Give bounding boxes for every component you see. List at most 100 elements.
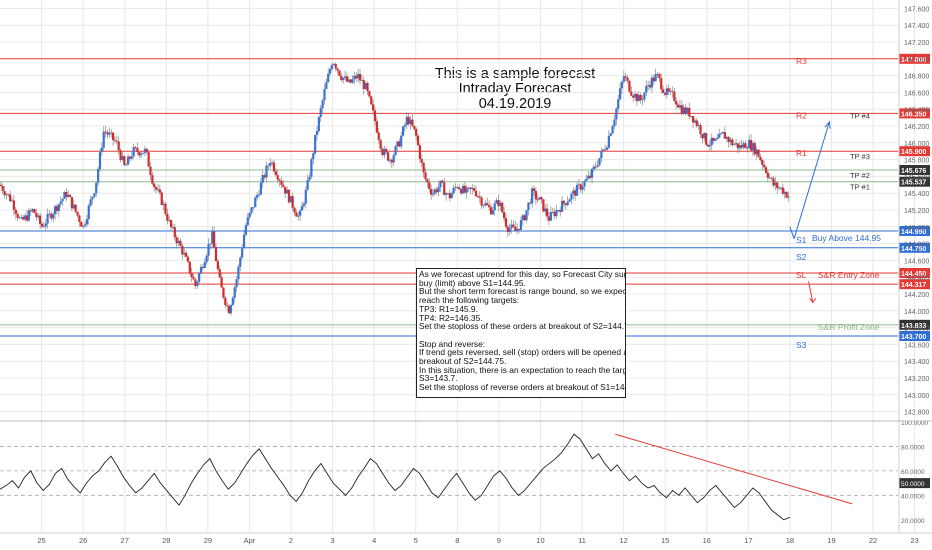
x-tick-label: 23 (910, 536, 918, 545)
candle-body (546, 208, 549, 217)
candle-body (14, 209, 17, 214)
candle-body (516, 228, 519, 231)
level-badge (899, 165, 930, 176)
candle-body (637, 94, 640, 102)
candle-body (682, 107, 685, 115)
candle-body (248, 212, 251, 218)
candle-body (400, 135, 403, 147)
candle-body (130, 156, 133, 159)
candle-body (237, 266, 240, 280)
level-name: S3 (796, 340, 807, 350)
x-tick-label: 3 (331, 536, 335, 545)
candle-body (351, 79, 354, 83)
candle-body (145, 148, 148, 153)
candle-body (600, 150, 603, 159)
candle-body (184, 252, 188, 257)
candle-body (680, 105, 683, 115)
candle-body (10, 200, 14, 202)
candle-body (372, 104, 375, 111)
level-badge (899, 242, 930, 253)
candle-body (297, 215, 300, 217)
x-tick-label: Apr (244, 536, 256, 545)
candle-body (259, 182, 262, 195)
x-tick-label: 15 (661, 536, 669, 545)
level-badge-label: 145.900 (901, 149, 926, 156)
candle-body (57, 204, 60, 212)
candle-body (345, 76, 349, 82)
price-tick-label: 146.200 (904, 124, 929, 131)
x-tick-label: 17 (744, 536, 752, 545)
candle-body (736, 143, 740, 149)
candle-body (779, 187, 783, 189)
candle-body (557, 210, 560, 211)
candle-body (364, 83, 367, 90)
candle-body (761, 160, 764, 165)
candle-body (645, 85, 648, 93)
title-line-1: This is a sample forecast (434, 66, 596, 82)
candle-body (319, 108, 322, 118)
candle-body (424, 172, 427, 180)
candle-body (553, 211, 556, 217)
candle-body (398, 141, 401, 147)
osc-badge (899, 478, 930, 489)
level-name: SL (796, 270, 807, 280)
candle-body (196, 281, 199, 286)
candle-body (18, 217, 21, 219)
osc-tick-label: 100.0000 (901, 420, 928, 427)
candle-body (242, 234, 246, 249)
candle-body (409, 119, 412, 125)
candle-body (710, 137, 713, 146)
candle-body (452, 187, 455, 194)
candle-body (693, 120, 697, 123)
candle-body (604, 149, 607, 151)
candle-body (125, 164, 128, 166)
candle-body (29, 210, 32, 212)
candle-body (491, 210, 494, 215)
price-tick-label: 146.600 (904, 90, 929, 97)
candle-body (201, 266, 204, 268)
price-tick-label: 144.400 (904, 275, 929, 282)
candle-body (488, 205, 491, 208)
candle-body (441, 180, 444, 183)
candle-body (213, 231, 216, 248)
candle-body (300, 205, 304, 211)
candle-body (111, 132, 115, 141)
candle-body (497, 200, 500, 207)
candle-body (458, 187, 461, 190)
candle-body (422, 162, 425, 173)
osc-tick-label: 20.0000 (901, 518, 925, 525)
candle-body (581, 186, 584, 190)
candle-body (536, 199, 539, 201)
candle-body (484, 203, 487, 206)
candle-body (89, 199, 92, 206)
price-tick-label: 147.400 (904, 23, 929, 30)
candle-body (366, 83, 369, 92)
candle-body (227, 306, 231, 314)
level-zone-label: S&R Profit Zone (818, 322, 880, 332)
candle-body (639, 94, 642, 101)
forecast-arrow (793, 121, 830, 239)
candle-body (617, 99, 620, 109)
price-tick-label: 147.200 (904, 40, 929, 47)
candle-body (474, 190, 478, 197)
candle-body (787, 196, 790, 198)
price-tick-label: 145.200 (904, 208, 929, 215)
candle-body (570, 193, 573, 200)
candle-body (579, 184, 582, 190)
candle-body (168, 220, 171, 221)
entry-arrow-head (809, 298, 817, 304)
note-line: TP4: R2=146.35. (419, 312, 483, 323)
candle-body (70, 197, 74, 209)
candle-body (285, 189, 289, 194)
price-tick-label: 146.800 (904, 74, 929, 81)
candle-body (568, 199, 571, 202)
candle-body (194, 279, 197, 286)
candle-body (547, 216, 551, 221)
candle-body (250, 207, 253, 213)
candle-body (770, 177, 773, 179)
tp-label: TP #4 (850, 111, 870, 120)
candle-body (559, 210, 562, 212)
candle-body (287, 189, 291, 203)
candle-body (207, 244, 210, 256)
candle-body (173, 227, 176, 238)
